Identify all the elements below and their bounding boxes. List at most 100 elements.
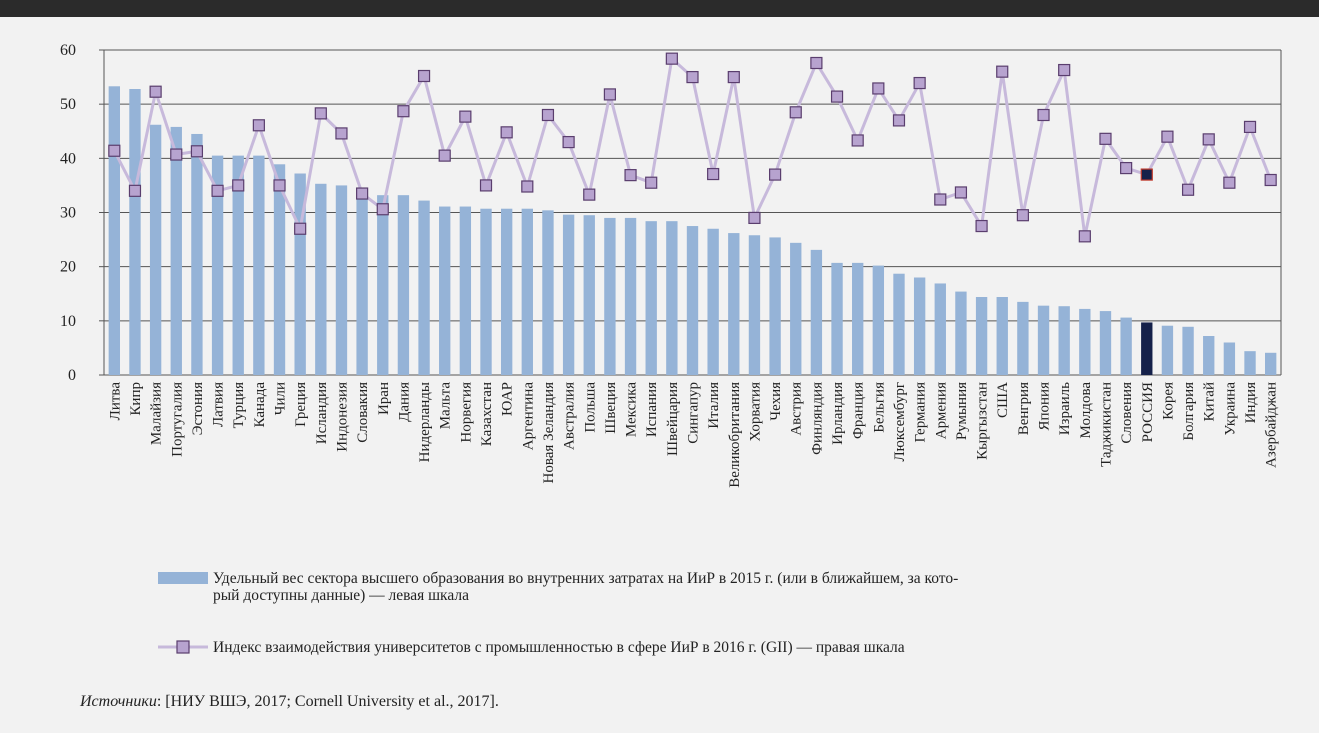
x-tick-label: Австралия — [562, 382, 578, 450]
x-tick-label: Индия — [1243, 382, 1259, 424]
bar — [253, 155, 265, 375]
legend-line-swatch — [158, 640, 208, 654]
y-tick-label: 50 — [60, 96, 76, 113]
bar — [975, 297, 988, 375]
x-tick-label: Словения — [1119, 382, 1135, 444]
bar — [500, 208, 513, 375]
bar — [562, 214, 575, 375]
x-tick-label: Словакия — [355, 382, 371, 443]
line-marker — [645, 176, 658, 189]
x-tick-label: США — [995, 382, 1011, 418]
bar — [315, 183, 327, 375]
bar — [645, 221, 657, 375]
bar — [1079, 308, 1091, 375]
line-marker — [356, 187, 369, 200]
bar — [273, 164, 286, 375]
x-tick-label: Финляндия — [809, 382, 825, 455]
line-marker — [583, 188, 596, 201]
line-marker — [1140, 168, 1153, 181]
bar — [872, 265, 885, 375]
x-tick-label: Израиль — [1057, 382, 1073, 435]
line-marker — [459, 110, 472, 123]
bar — [170, 126, 182, 376]
x-tick-label: Аргентина — [520, 382, 536, 451]
x-tick-label: Дания — [396, 382, 412, 422]
bar — [1161, 325, 1174, 375]
x-tick-label: РОССИЯ — [1140, 382, 1156, 442]
y-tick-label: 20 — [60, 259, 76, 276]
line-marker — [954, 186, 968, 199]
line-marker — [830, 90, 844, 103]
bar — [294, 173, 306, 375]
x-tick-label: Канада — [252, 382, 268, 428]
top-bar — [0, 0, 1319, 17]
x-tick-label: Армения — [933, 382, 949, 439]
bar — [397, 195, 410, 375]
x-tick-label: Греция — [293, 382, 309, 427]
bar — [191, 133, 203, 375]
x-tick-label: Малайзия — [149, 382, 165, 445]
bar — [769, 237, 781, 375]
x-tick-label: Румыния — [954, 382, 970, 440]
bar — [1264, 352, 1277, 375]
line-marker — [851, 134, 864, 147]
bar — [748, 235, 761, 375]
x-tick-label: Корея — [1160, 382, 1176, 420]
bar — [1223, 342, 1236, 375]
x-tick-label: Германия — [913, 382, 929, 443]
line-marker — [624, 169, 637, 182]
y-tick-label: 30 — [60, 205, 76, 222]
bar — [831, 262, 843, 375]
x-tick-label: Болгария — [1181, 382, 1197, 441]
line-marker — [768, 168, 782, 181]
line-marker — [748, 211, 761, 225]
line-marker — [810, 56, 823, 70]
line-marker — [913, 76, 926, 90]
x-tick-label: Венгрия — [1016, 382, 1032, 435]
bar — [1203, 336, 1215, 375]
line-marker — [335, 127, 348, 140]
bar — [1099, 311, 1112, 375]
line-marker — [294, 222, 307, 235]
bar — [996, 297, 1008, 375]
line-marker — [892, 114, 906, 127]
x-tick-label: Чили — [273, 382, 289, 415]
bar — [439, 206, 451, 375]
line-marker — [1161, 130, 1174, 143]
line-marker — [1181, 183, 1195, 196]
bar — [1017, 301, 1029, 375]
line-marker — [1223, 176, 1236, 189]
x-tick-label: Мальта — [438, 382, 454, 430]
source-note: Источники: [НИУ ВШЭ, 2017; Cornell Unive… — [80, 693, 499, 711]
x-tick-label: Мексика — [624, 382, 640, 437]
bar — [707, 228, 719, 375]
x-tick-label: Бельгия — [871, 382, 887, 433]
x-tick-label: Швейцария — [665, 382, 681, 456]
bar — [604, 217, 616, 375]
bar — [108, 86, 121, 376]
bar — [955, 291, 967, 375]
x-tick-label: Латвия — [211, 382, 227, 427]
x-tick-label: Азербайджан — [1264, 382, 1280, 468]
bar — [1037, 305, 1050, 375]
x-tick-label: Китай — [1202, 382, 1218, 421]
bar — [1182, 326, 1194, 375]
bar — [232, 155, 244, 375]
x-tick-label: Хорватия — [747, 382, 763, 442]
line-marker — [1058, 63, 1071, 77]
legend-bar-swatch — [158, 572, 208, 584]
bar — [852, 262, 864, 375]
x-tick-label: Сингапур — [686, 382, 702, 444]
bar — [542, 210, 554, 375]
line-marker — [397, 105, 410, 118]
line-marker — [934, 193, 947, 206]
x-tick-label: Италия — [706, 382, 722, 429]
line-marker — [1016, 209, 1029, 222]
x-tick-label: Чехия — [768, 382, 784, 421]
line-marker — [211, 184, 224, 197]
bar — [335, 185, 348, 375]
line-marker — [128, 184, 142, 197]
legend-bar-label-line2: рый доступны данные) — левая шкала — [213, 587, 469, 604]
x-tick-label: Новая Зеландия — [541, 382, 557, 484]
line-marker — [479, 179, 493, 192]
